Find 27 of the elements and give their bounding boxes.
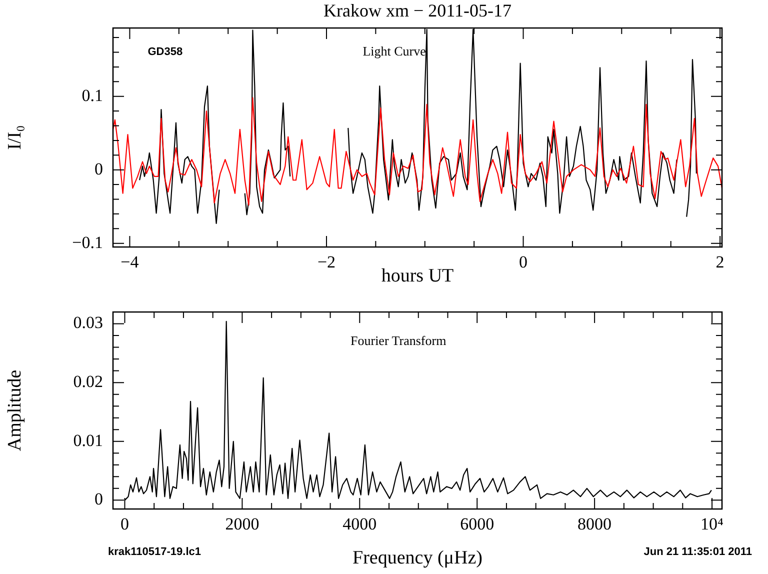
chart-title: Krakow xm − 2011-05-17	[324, 0, 512, 21]
annotation: GD358	[148, 46, 183, 58]
y-axis-title: I/I₀	[4, 125, 26, 150]
y-tick-label: 0.02	[73, 372, 103, 392]
x-tick-label: −2	[317, 252, 336, 272]
x-tick-label: 0	[120, 514, 129, 534]
x-tick-label: 10⁴	[700, 514, 724, 534]
y-tick-label: 0	[94, 490, 103, 509]
text: krak110517-19.lc1	[108, 546, 201, 558]
x-tick-label: −4	[120, 252, 140, 272]
y-axis-title: Amplitude	[4, 370, 26, 452]
text: Jun 21 11:35:01 2011	[644, 546, 752, 558]
y-tick-label: 0	[94, 159, 103, 178]
y-tick-label: −0.1	[72, 232, 103, 252]
x-axis-title: Frequency (μHz)	[352, 548, 482, 569]
y-tick-label: 0.03	[73, 313, 103, 332]
x-tick-label: 2	[716, 252, 724, 272]
annotation: Fourier Transform	[350, 332, 446, 348]
x-axis-title: hours UT	[381, 266, 454, 287]
x-tick-label: 4000	[342, 514, 377, 534]
x-tick-label: 8000	[578, 514, 612, 534]
x-tick-label: 2000	[225, 514, 260, 534]
y-tick-label: 0.01	[73, 430, 103, 450]
y-tick-label: 0.1	[82, 86, 103, 105]
x-tick-label: 0	[519, 252, 528, 272]
x-tick-label: 6000	[460, 514, 494, 534]
annotation: Light Curve	[362, 44, 426, 59]
